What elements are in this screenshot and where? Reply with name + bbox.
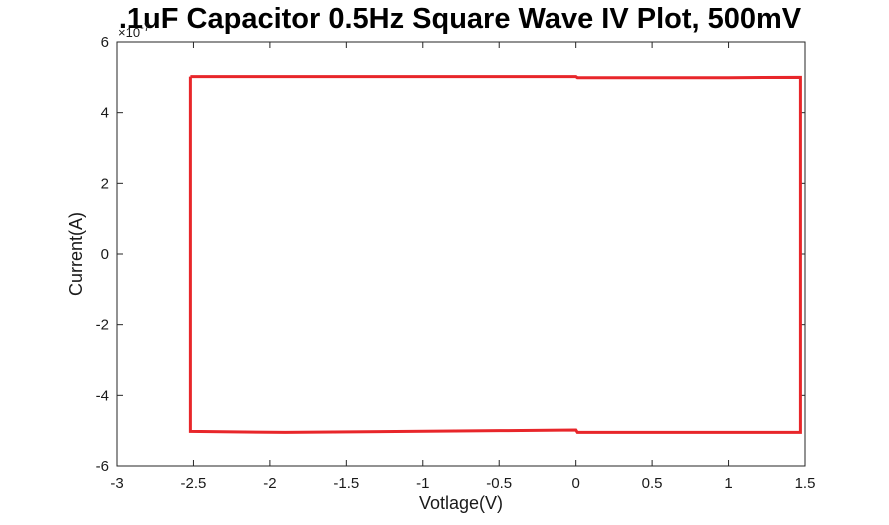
y-tick-label: -4: [96, 387, 109, 404]
x-tick-label: -0.5: [486, 475, 512, 492]
x-axis: -3 -2.5 -2 -1.5 -1 -0.5 0 0.5 1 1.5: [110, 42, 815, 492]
x-tick-label: -1: [416, 475, 429, 492]
y-tick-label: 4: [101, 105, 109, 122]
series-line-0: [188, 75, 802, 434]
x-tick-label: 1: [724, 475, 732, 492]
x-tick-label: 1.5: [795, 475, 816, 492]
x-tick-label: -1.5: [333, 475, 359, 492]
y-axis: -6 -4 -2 0 2 4 6: [96, 34, 805, 475]
y-axis-multiplier: ×10-7: [118, 22, 150, 40]
x-tick-label: 0.5: [642, 475, 663, 492]
y-tick-label: -2: [96, 317, 109, 334]
x-tick-label: -3: [110, 475, 123, 492]
x-tick-label: -2.5: [181, 475, 207, 492]
x-tick-label: -2: [263, 475, 276, 492]
y-tick-label: 0: [101, 246, 109, 263]
series-layer: [188, 75, 802, 434]
y-multiplier-exponent: -7: [140, 22, 150, 34]
y-multiplier-base: ×10: [118, 25, 140, 40]
x-axis-label: Votlage(V): [419, 493, 503, 513]
chart-title: .1uF Capacitor 0.5Hz Square Wave IV Plot…: [119, 3, 802, 35]
y-axis-label: Current(A): [66, 212, 86, 296]
y-tick-label: 6: [101, 34, 109, 51]
y-tick-label: 2: [101, 175, 109, 192]
x-tick-label: 0: [571, 475, 579, 492]
y-tick-label: -6: [96, 458, 109, 475]
plot-area: [116, 41, 806, 467]
